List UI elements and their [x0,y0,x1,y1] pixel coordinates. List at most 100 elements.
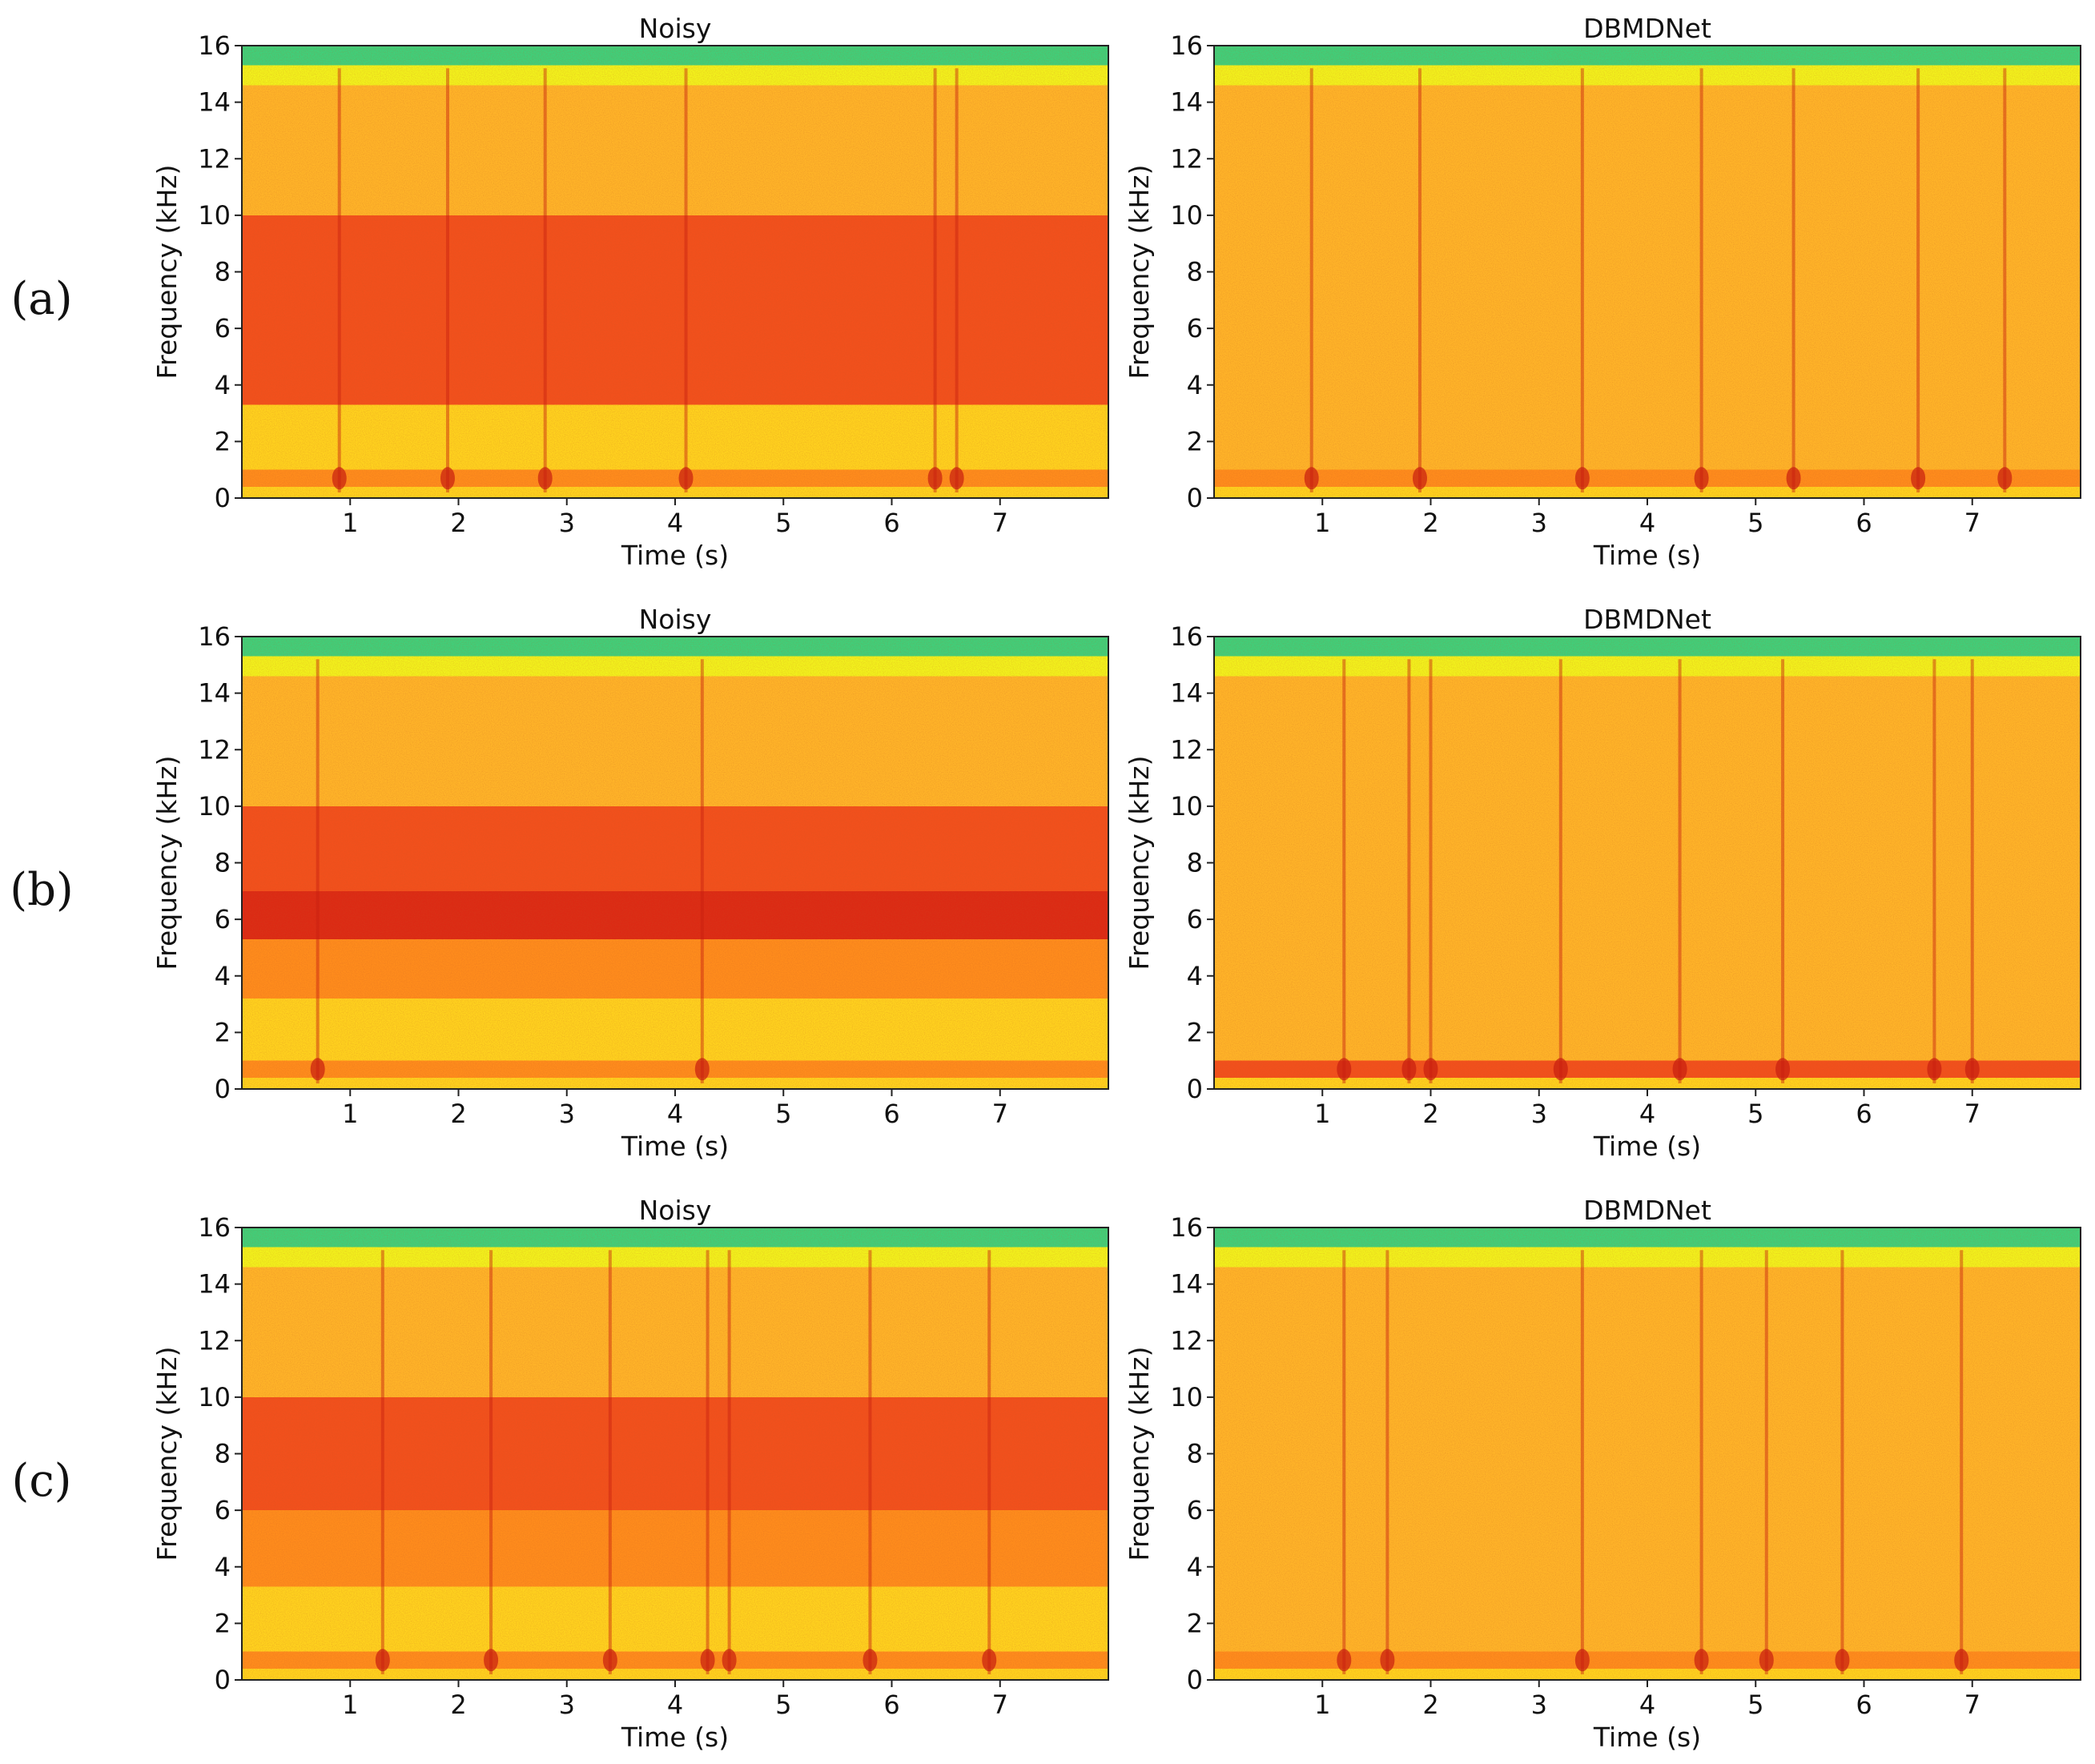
transient-burst [332,467,347,490]
spectrogram-image [242,637,1108,1089]
x-tick-label: 2 [1422,508,1438,538]
panel-title: Noisy [639,604,712,635]
y-tick-label: 4 [1187,370,1203,400]
transient-streak [1678,659,1682,1083]
y-tick-label: 0 [1187,483,1203,513]
x-tick-label: 4 [667,508,683,538]
transient-burst [1964,1058,1980,1081]
noise-texture [1214,46,2081,498]
transient-burst [1304,467,1319,490]
y-tick-label: 12 [1170,1325,1203,1356]
y-tick-label: 12 [198,1325,231,1356]
y-tick-label: 14 [198,1269,231,1300]
y-tick-label: 16 [1170,30,1203,61]
x-tick-label: 2 [1422,1099,1438,1129]
y-tick-label: 2 [1187,1608,1203,1638]
y-tick-label: 16 [198,621,231,652]
spectrogram-image [1214,637,2081,1089]
x-tick-label: 5 [1747,508,1763,538]
transient-streak [316,659,320,1083]
transient-burst [694,1058,710,1081]
y-tick-label: 6 [215,904,231,934]
transient-streak [1309,68,1313,492]
y-tick-label: 6 [1187,904,1203,934]
x-tick-label: 7 [1964,1690,1980,1720]
x-tick-label: 5 [775,1099,791,1129]
y-tick-label: 10 [1170,200,1203,231]
transient-streak [1970,659,1974,1083]
y-axis-label: Frequency (kHz) [1124,165,1155,380]
y-tick-label: 6 [1187,313,1203,344]
x-tick-label: 1 [342,1690,358,1720]
y-tick-label: 10 [198,1382,231,1412]
transient-burst [484,1649,499,1672]
y-tick-label: 10 [1170,791,1203,822]
transient-burst [700,1649,715,1672]
transient-streak [1580,1250,1584,1674]
y-tick-label: 2 [215,1017,231,1047]
y-tick-label: 0 [215,483,231,513]
row-label-b: (b) [10,864,74,916]
y-axis-label: Frequency (kHz) [151,756,183,970]
spectrogram-image [242,46,1108,498]
x-tick-label: 1 [342,508,358,538]
transient-streak [706,1250,710,1674]
y-tick-label: 16 [1170,621,1203,652]
transient-burst [1835,1649,1850,1672]
y-tick-label: 14 [198,87,231,118]
x-tick-label: 1 [1314,508,1330,538]
x-tick-label: 2 [450,1099,466,1129]
transient-burst [602,1649,617,1672]
transient-burst [1401,1058,1417,1081]
transient-streak [1932,659,1936,1083]
y-tick-label: 4 [1187,961,1203,991]
y-tick-label: 6 [1187,1495,1203,1525]
x-tick-label: 7 [1964,1099,1980,1129]
y-axis-label: Frequency (kHz) [1124,756,1155,970]
x-tick-label: 2 [450,1690,466,1720]
panel-title: DBMDNet [1583,1195,1711,1226]
noise-texture [242,1228,1108,1680]
transient-streak [1429,659,1433,1083]
y-tick-label: 2 [215,426,231,456]
y-tick-label: 14 [1170,1269,1203,1300]
y-tick-label: 2 [1187,426,1203,456]
y-tick-label: 16 [1170,1212,1203,1243]
y-tick-label: 16 [198,1212,231,1243]
x-tick-label: 6 [1856,1099,1872,1129]
transient-streak [1558,659,1562,1083]
y-tick-label: 10 [198,200,231,231]
x-tick-label: 3 [559,1099,575,1129]
y-tick-label: 12 [1170,143,1203,174]
y-axis-label: Frequency (kHz) [151,1347,183,1561]
transient-streak [700,659,704,1083]
x-tick-label: 4 [1639,1690,1655,1720]
transient-streak [337,68,341,492]
transient-burst [310,1058,325,1081]
x-tick-label: 4 [667,1099,683,1129]
y-tick-label: 14 [1170,87,1203,118]
transient-streak [955,68,959,492]
x-tick-label: 6 [883,508,899,538]
transient-streak [1385,1250,1389,1674]
x-tick-label: 3 [1531,1690,1547,1720]
transient-streak [1342,659,1346,1083]
transient-streak [543,68,547,492]
x-tick-label: 1 [1314,1690,1330,1720]
transient-burst [1380,1649,1395,1672]
transient-burst [1997,467,2013,490]
x-tick-label: 2 [1422,1690,1438,1720]
transient-streak [727,1250,731,1674]
y-tick-label: 12 [198,734,231,765]
transient-burst [1954,1649,1969,1672]
y-tick-label: 2 [1187,1017,1203,1047]
transient-burst [440,467,455,490]
transient-burst [1574,467,1590,490]
y-tick-label: 12 [1170,734,1203,765]
y-tick-label: 4 [1187,1552,1203,1582]
x-tick-label: 5 [775,1690,791,1720]
transient-streak [1342,1250,1346,1674]
y-tick-label: 0 [215,1074,231,1104]
